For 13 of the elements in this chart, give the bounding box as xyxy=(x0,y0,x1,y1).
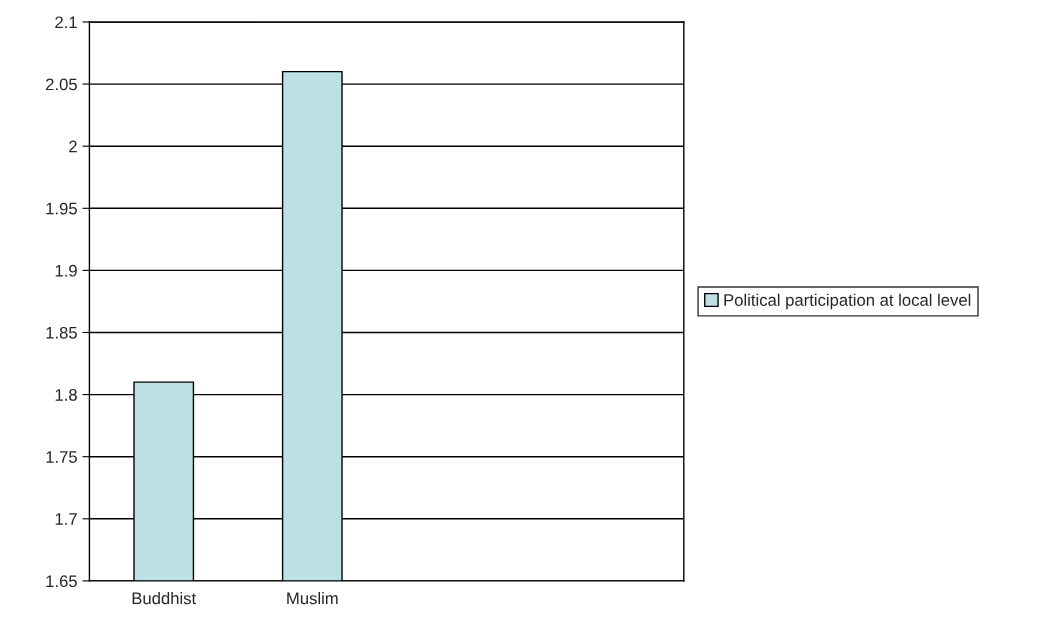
x-tick-label: Buddhist xyxy=(132,592,197,605)
legend-label: Political participation at local level xyxy=(724,293,971,310)
x-tick-label: Muslim xyxy=(287,592,338,605)
y-tick-label: 2.1 xyxy=(55,16,77,29)
y-tick-label: 2.05 xyxy=(46,78,77,91)
y-tick-label: 1.75 xyxy=(46,451,77,463)
y-tick-label: 1.8 xyxy=(55,388,77,401)
y-tick-label: 1.65 xyxy=(46,575,77,588)
y-tick-label: 1.95 xyxy=(46,202,77,215)
y-tick-label: 2 xyxy=(69,140,77,153)
y-tick-label: 1.7 xyxy=(55,513,77,525)
y-tick-label: 1.85 xyxy=(46,326,77,339)
y-tick-label: 1.9 xyxy=(55,264,77,277)
